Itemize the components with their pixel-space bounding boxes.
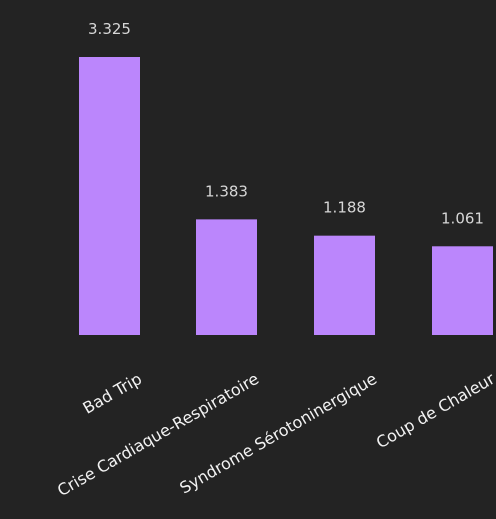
value-label-coup-de-chaleur: 1.061 (441, 209, 484, 227)
bar-coup-de-chaleur (432, 246, 493, 335)
bars-layer (79, 57, 493, 335)
category-label-syndrome-serotoninergique: Syndrome Sérotoninergique (176, 369, 380, 498)
category-label-crise-cardiaque-respiratoire: Crise Cardiaque-Respiratoire (54, 369, 262, 500)
category-label-bad-trip: Bad Trip (80, 369, 145, 418)
category-label-coup-de-chaleur: Coup de Chaleur (373, 369, 496, 452)
value-labels-layer: 3.325 1.383 1.188 1.061 (88, 20, 484, 227)
bar-syndrome-serotoninergique (314, 235, 375, 335)
value-label-bad-trip: 3.325 (88, 20, 131, 38)
bar-bad-trip (79, 57, 140, 335)
value-label-syndrome-serotoninergique: 1.188 (323, 199, 366, 217)
bar-crise-cardiaque-respiratoire (196, 219, 257, 335)
value-label-crise-cardiaque-respiratoire: 1.383 (205, 182, 248, 200)
